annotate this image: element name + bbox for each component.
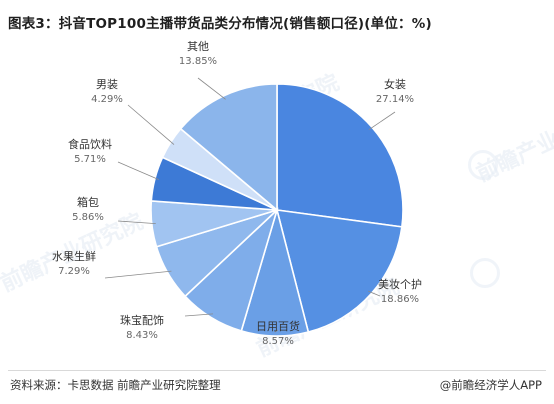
chart-title: 图表3：抖音TOP100主播带货品类分布情况(销售额口径)(单位：%) bbox=[8, 16, 432, 32]
leader-line bbox=[197, 77, 226, 100]
leader-line bbox=[104, 270, 172, 279]
slice-label: 女装 bbox=[384, 77, 406, 91]
source-note: 资料来源：卡思数据 前瞻产业研究院整理 bbox=[10, 378, 221, 392]
leader-line bbox=[184, 313, 214, 317]
slice-label: 日用百货 bbox=[256, 319, 300, 333]
slice-value-label: 18.86% bbox=[381, 294, 419, 305]
slice-label: 食品饮料 bbox=[68, 137, 112, 151]
slice-label: 男装 bbox=[96, 78, 118, 91]
slice-label: 珠宝配饰 bbox=[120, 313, 164, 327]
pie-slice-9 bbox=[179, 83, 278, 212]
leader-line bbox=[117, 220, 156, 225]
slice-label: 箱包 bbox=[77, 195, 99, 209]
leader-line bbox=[368, 290, 381, 297]
slice-value-label: 4.29% bbox=[91, 94, 123, 105]
leader-line bbox=[368, 111, 396, 131]
pie-slice-2 bbox=[275, 209, 403, 334]
slice-label: 其他 bbox=[187, 40, 209, 53]
pie-slice-1 bbox=[276, 83, 404, 228]
slice-label: 水果生鲜 bbox=[52, 249, 96, 263]
leader-line bbox=[117, 161, 160, 180]
leader-line bbox=[274, 329, 279, 333]
brand-credit: @前瞻经济学人APP bbox=[439, 378, 542, 392]
slice-value-label: 5.71% bbox=[74, 154, 106, 165]
slice-value-label: 27.14% bbox=[376, 94, 414, 105]
slice-value-label: 5.86% bbox=[72, 212, 104, 223]
slice-label: 美妆个护 bbox=[378, 277, 422, 291]
footer-divider bbox=[8, 370, 546, 371]
slice-value-label: 8.57% bbox=[262, 336, 294, 347]
slice-value-label: 7.29% bbox=[58, 266, 90, 277]
slice-value-label: 13.85% bbox=[179, 56, 217, 67]
leader-line bbox=[127, 104, 175, 145]
slice-value-label: 8.43% bbox=[126, 330, 158, 341]
